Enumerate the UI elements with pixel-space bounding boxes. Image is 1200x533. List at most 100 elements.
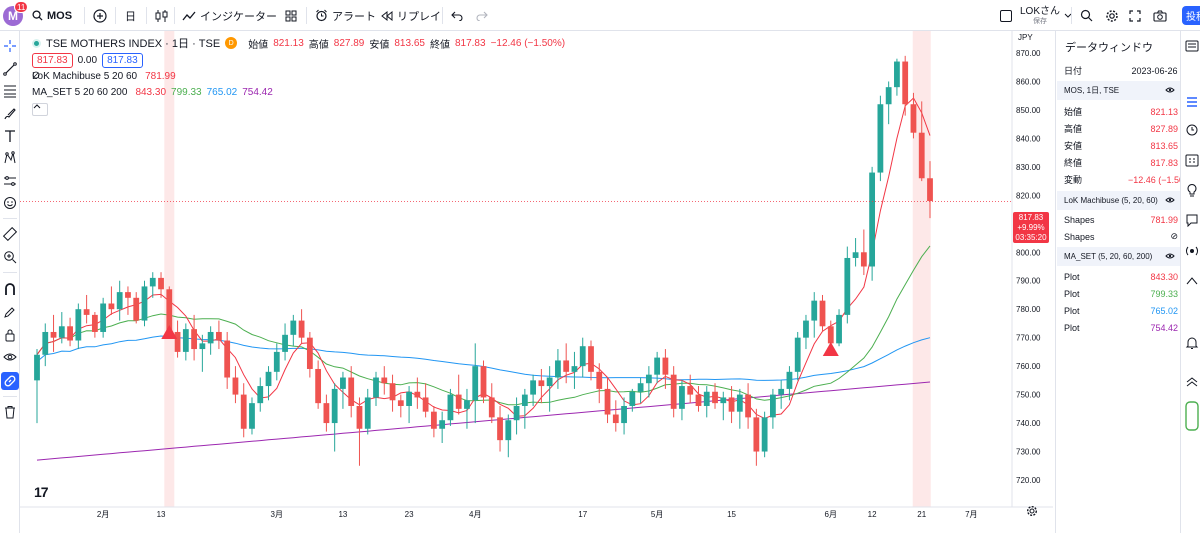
text-tool[interactable] xyxy=(1,127,19,145)
buy-price[interactable]: 817.83 xyxy=(102,53,143,68)
compare-symbol-button[interactable] xyxy=(93,0,107,31)
pine-button[interactable] xyxy=(1185,374,1200,390)
candle-body xyxy=(546,377,553,387)
candle-body xyxy=(927,178,933,202)
data-window-button[interactable] xyxy=(1185,95,1200,111)
dw-change-row: 変動 −12.46 (−1.50% xyxy=(1064,171,1180,188)
measure-tool[interactable] xyxy=(1,225,19,243)
ohlc-open-key: 始値 xyxy=(248,39,269,51)
candle-body xyxy=(249,403,255,429)
candle-body xyxy=(488,397,495,418)
grid-icon xyxy=(285,10,297,21)
ma5-value: 843.30 xyxy=(135,87,167,98)
sell-price[interactable]: 817.83 xyxy=(32,53,73,68)
chart-pane[interactable]: JPY 870.00 860.00 850.00 840.00 830.00 820.00 8… xyxy=(20,31,1053,533)
notifications-button[interactable] xyxy=(1185,336,1200,352)
eye-icon[interactable] xyxy=(1165,196,1175,204)
stay-drawing-tool[interactable] xyxy=(1,303,19,321)
replay-button[interactable]: リプレイ xyxy=(381,0,441,31)
candle-body xyxy=(687,386,694,395)
chart-type-button[interactable] xyxy=(155,0,168,31)
prediction-tool[interactable] xyxy=(1,172,19,190)
candle-body xyxy=(827,326,834,344)
candle-body xyxy=(902,61,909,105)
alert-button[interactable]: アラート xyxy=(315,0,376,31)
candle-body xyxy=(364,397,371,429)
candle-body xyxy=(596,371,603,389)
calendar-button[interactable] xyxy=(1185,153,1200,169)
time-tick-label: 4月 xyxy=(469,510,481,519)
ohlc-open-value: 821.13 xyxy=(273,37,304,49)
candle-body xyxy=(712,391,718,404)
candle-body xyxy=(422,397,429,412)
candle-body xyxy=(340,377,346,389)
delete-tool[interactable] xyxy=(1,403,19,421)
candle-body xyxy=(770,394,776,418)
candle-body xyxy=(373,377,379,398)
quick-search-button[interactable] xyxy=(1080,0,1093,31)
rewind-icon xyxy=(381,10,393,21)
candle-body xyxy=(670,374,677,409)
hide-tool[interactable] xyxy=(1,348,19,366)
tradingview-logo[interactable]: 17 xyxy=(34,484,49,500)
candle-body xyxy=(521,394,528,406)
search-icon xyxy=(1080,9,1093,22)
ohlc-close-value: 817.83 xyxy=(454,37,486,49)
dw-open-row: 始値 821.13 xyxy=(1064,103,1180,120)
indicators-button[interactable]: インジケーター xyxy=(182,0,277,31)
help-button[interactable] xyxy=(1185,401,1200,431)
pattern-tool[interactable] xyxy=(1,149,19,167)
candle-body xyxy=(645,374,652,384)
legend-indicator-1[interactable]: LoK Machibuse 5 20 60 781.99 xyxy=(32,71,176,82)
dw-close-value: 817.83 xyxy=(1150,157,1178,168)
trendline-tool[interactable] xyxy=(1,60,19,78)
zoom-tool[interactable] xyxy=(1,248,19,266)
redo-button[interactable] xyxy=(476,0,488,31)
fullscreen-button[interactable] xyxy=(1129,0,1141,31)
crosshair-tool[interactable] xyxy=(1,37,19,55)
legend-collapse-button[interactable] xyxy=(32,103,48,116)
candle-body xyxy=(141,286,148,321)
legend-indicator-2[interactable]: MA_SET 5 20 60 200 843.30 799.33 765.02 … xyxy=(32,87,273,98)
chat-icon xyxy=(1186,214,1198,228)
price-tick-label: 840.00 xyxy=(1016,134,1041,143)
templates-button[interactable] xyxy=(285,0,297,31)
fib-tool[interactable] xyxy=(1,82,19,100)
candle-body xyxy=(191,329,197,350)
chats-button[interactable] xyxy=(1185,213,1200,229)
candle-body xyxy=(323,403,330,424)
streams-button[interactable] xyxy=(1185,244,1200,260)
layout-checkbox[interactable] xyxy=(1000,0,1012,31)
bell-icon xyxy=(1185,337,1199,349)
alerts-panel-button[interactable] xyxy=(1185,123,1200,139)
price-tick-label: 780.00 xyxy=(1016,305,1041,314)
checkbox-box xyxy=(1000,9,1012,22)
symbol-search-button[interactable]: MOS xyxy=(32,0,72,31)
lock-tool[interactable] xyxy=(1,326,19,344)
eye-icon[interactable] xyxy=(1165,86,1175,94)
legend-title[interactable]: TSE MOTHERS INDEX · 1日 · TSE xyxy=(46,38,221,50)
pencil-lock-icon xyxy=(4,307,15,318)
candle-body xyxy=(786,371,793,389)
zoom-in-icon xyxy=(4,251,17,264)
publish-button[interactable]: 投稿 xyxy=(1182,6,1200,25)
price-chart[interactable]: JPY 870.00 860.00 850.00 840.00 830.00 820.00 8… xyxy=(20,31,1053,533)
watchlist-button[interactable] xyxy=(1185,39,1200,55)
candle-body xyxy=(761,417,768,452)
settings-button[interactable] xyxy=(1105,0,1119,31)
undo-button[interactable] xyxy=(451,0,463,31)
dw-ind2-key-2: Plot xyxy=(1064,288,1080,299)
snapshot-button[interactable] xyxy=(1153,0,1167,31)
magnet-tool[interactable] xyxy=(1,280,19,298)
candle-body xyxy=(662,357,669,375)
brush-tool[interactable] xyxy=(1,105,19,123)
icon-tool[interactable] xyxy=(1,194,19,212)
sync-drawings-tool[interactable] xyxy=(1,372,19,390)
layout-menu[interactable]: LOKさん 保存 xyxy=(1020,0,1072,31)
delay-badge[interactable]: D xyxy=(225,37,238,49)
candle-body xyxy=(166,289,173,332)
broadcast-button[interactable] xyxy=(1185,274,1200,290)
interval-button[interactable]: 日 xyxy=(125,0,136,31)
eye-icon[interactable] xyxy=(1165,252,1175,260)
ideas-button[interactable] xyxy=(1185,183,1200,199)
